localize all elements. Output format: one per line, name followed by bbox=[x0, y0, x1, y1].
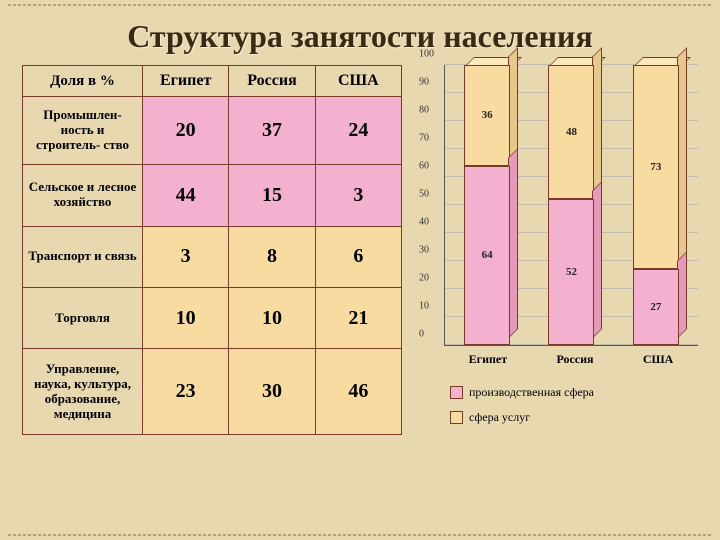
cell-value: 37 bbox=[229, 97, 315, 165]
row-header: Управление, наука, культура, образование… bbox=[23, 349, 143, 435]
bar-США: 73 27 bbox=[633, 65, 679, 345]
bar-value: 52 bbox=[566, 266, 577, 278]
bar-value: 27 bbox=[650, 301, 661, 313]
y-tick: 40 bbox=[419, 217, 429, 228]
row-header: Торговля bbox=[23, 287, 143, 348]
y-tick: 0 bbox=[419, 329, 424, 340]
cell-value: 15 bbox=[229, 165, 315, 226]
cell-value: 46 bbox=[315, 349, 401, 435]
table-row: Сельское и лесное хозяйство44153 bbox=[23, 165, 402, 226]
y-tick: 50 bbox=[419, 189, 429, 200]
cell-value: 6 bbox=[315, 226, 401, 287]
legend-swatch-cream bbox=[450, 411, 463, 424]
y-tick: 100 bbox=[419, 49, 434, 60]
cell-value: 10 bbox=[143, 287, 229, 348]
table-row: Промышлен- ность и строитель- ство203724 bbox=[23, 97, 402, 165]
cell-value: 30 bbox=[229, 349, 315, 435]
col-header: Россия bbox=[229, 66, 315, 97]
chart-legend: производственная сфера сфера услуг bbox=[450, 385, 698, 435]
x-tick: США bbox=[643, 352, 674, 367]
y-tick: 90 bbox=[419, 77, 429, 88]
legend-label: сфера услуг bbox=[469, 410, 530, 425]
y-tick: 70 bbox=[419, 133, 429, 144]
cell-value: 44 bbox=[143, 165, 229, 226]
y-tick: 20 bbox=[419, 273, 429, 284]
x-tick: Египет bbox=[469, 352, 508, 367]
stacked-bar-chart: 0102030405060708090100366448527327 Египе… bbox=[416, 65, 698, 435]
cell-value: 8 bbox=[229, 226, 315, 287]
employment-table: Доля в % Египет Россия США Промышлен- но… bbox=[22, 65, 402, 435]
y-tick: 60 bbox=[419, 161, 429, 172]
cell-value: 20 bbox=[143, 97, 229, 165]
legend-label: производственная сфера bbox=[469, 385, 594, 400]
cell-value: 3 bbox=[143, 226, 229, 287]
table-corner: Доля в % bbox=[23, 66, 143, 97]
bar-value: 64 bbox=[482, 249, 493, 261]
cell-value: 21 bbox=[315, 287, 401, 348]
col-header: США bbox=[315, 66, 401, 97]
bar-value: 48 bbox=[566, 126, 577, 138]
x-tick: Россия bbox=[556, 352, 593, 367]
page-title: Структура занятости населения bbox=[0, 0, 720, 65]
row-header: Сельское и лесное хозяйство bbox=[23, 165, 143, 226]
table-row: Транспорт и связь386 bbox=[23, 226, 402, 287]
row-header: Транспорт и связь bbox=[23, 226, 143, 287]
legend-swatch-pink bbox=[450, 386, 463, 399]
cell-value: 10 bbox=[229, 287, 315, 348]
cell-value: 3 bbox=[315, 165, 401, 226]
cell-value: 23 bbox=[143, 349, 229, 435]
col-header: Египет bbox=[143, 66, 229, 97]
bar-Россия: 48 52 bbox=[548, 65, 594, 345]
row-header: Промышлен- ность и строитель- ство bbox=[23, 97, 143, 165]
bar-value: 73 bbox=[650, 161, 661, 173]
table-row: Управление, наука, культура, образование… bbox=[23, 349, 402, 435]
y-tick: 80 bbox=[419, 105, 429, 116]
bar-Египет: 36 64 bbox=[464, 65, 510, 345]
y-tick: 10 bbox=[419, 301, 429, 312]
table-row: Торговля101021 bbox=[23, 287, 402, 348]
bar-value: 36 bbox=[482, 109, 493, 121]
cell-value: 24 bbox=[315, 97, 401, 165]
y-tick: 30 bbox=[419, 245, 429, 256]
